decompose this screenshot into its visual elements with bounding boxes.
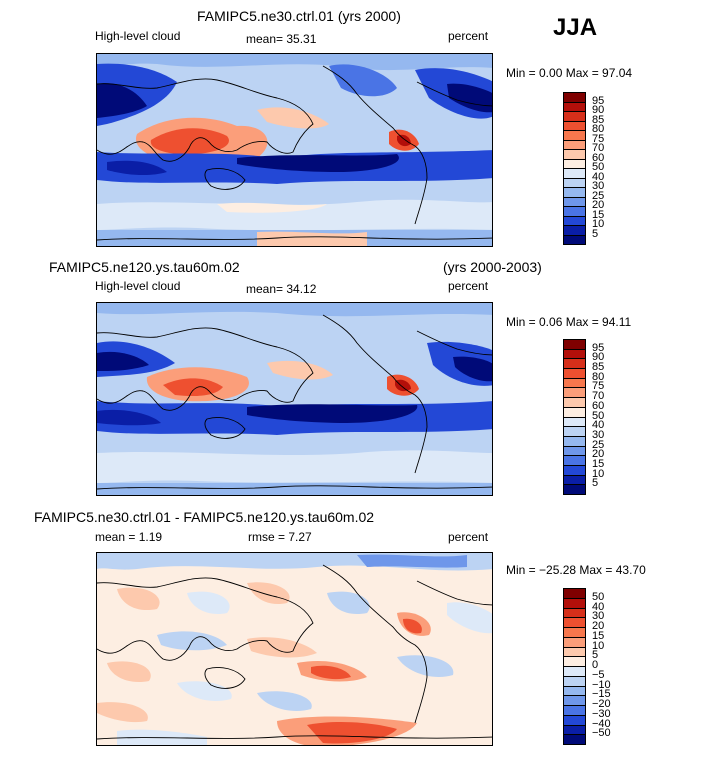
colorbar-swatch bbox=[563, 734, 586, 745]
colorbar-swatch bbox=[563, 484, 586, 495]
panel-3-field bbox=[97, 553, 492, 745]
colorbar-tick-label: 20 bbox=[592, 620, 605, 632]
colorbar-tick-label: 25 bbox=[592, 189, 605, 202]
colorbar-tick-label: 10 bbox=[592, 218, 605, 230]
panel-2-units: percent bbox=[448, 279, 489, 293]
colorbar-tick-label: 60 bbox=[592, 399, 605, 412]
colorbar-tick-label: −5 bbox=[592, 668, 605, 681]
colorbar-tick-label: 85 bbox=[592, 113, 605, 126]
panel-3-rmse: rmse = 7.27 bbox=[248, 530, 312, 544]
panel-2-mean: mean= 34.12 bbox=[246, 282, 317, 296]
colorbar-tick-label: 15 bbox=[592, 629, 605, 642]
panel-2-minmax: Min = 0.06 Max = 94.11 bbox=[506, 315, 632, 329]
colorbar-tick-label: 25 bbox=[592, 438, 605, 451]
season-label: JJA bbox=[553, 14, 598, 41]
colorbar-tick-label: 90 bbox=[592, 351, 605, 364]
panel-1-title: FAMIPC5.ne30.ctrl.01 (yrs 2000) bbox=[197, 8, 401, 24]
colorbar-tick-label: 15 bbox=[592, 457, 605, 470]
colorbar-tick-label: 75 bbox=[592, 132, 605, 145]
panel-3-minmax: Min = −25.28 Max = 43.70 bbox=[506, 563, 646, 577]
colorbar-tick-label: 70 bbox=[592, 142, 605, 154]
colorbar-tick-label: 5 bbox=[592, 649, 599, 662]
colorbar-tick-label: 10 bbox=[592, 639, 605, 652]
panel-1-variable-label: High-level cloud bbox=[95, 29, 181, 43]
colorbar-tick-label: 95 bbox=[592, 341, 605, 354]
colorbar-tick-label: 5 bbox=[592, 477, 599, 490]
panel-1-mean: mean= 35.31 bbox=[246, 32, 317, 46]
panel-3-colorbar: 50 40 30 20 15 10 5 0 −5 −10 −15 −20 −30 −40 −50 bbox=[563, 588, 611, 745]
panel-3-title: FAMIPC5.ne30.ctrl.01 - FAMIPC5.ne120.ys.… bbox=[34, 509, 375, 525]
colorbar-tick-label: 30 bbox=[592, 180, 605, 192]
colorbar-tick-label: 50 bbox=[592, 161, 605, 173]
panel-1-minmax: Min = 0.00 Max = 97.04 bbox=[506, 66, 633, 80]
panel-2-map bbox=[96, 302, 493, 496]
colorbar-tick-label: 10 bbox=[592, 467, 605, 480]
colorbar-tick-label: 90 bbox=[592, 104, 605, 116]
panel-3-units: percent bbox=[448, 530, 489, 544]
colorbar-tick-label: 75 bbox=[592, 380, 605, 393]
panel-2-colorbar: 95 90 85 80 75 70 60 50 40 30 25 20 15 10 5 bbox=[563, 339, 604, 495]
panel-2-title: FAMIPC5.ne120.ys.tau60m.02 bbox=[49, 259, 240, 275]
panel-1-colorbar: 95 90 85 80 75 70 60 50 40 30 25 20 15 10 5 bbox=[563, 92, 604, 245]
colorbar-tick-label: 40 bbox=[592, 170, 605, 183]
colorbar-tick-label: 60 bbox=[592, 151, 605, 164]
colorbar-tick-label: 95 bbox=[592, 94, 605, 107]
panel-3-map bbox=[96, 552, 493, 746]
colorbar-tick-label: 20 bbox=[592, 199, 605, 211]
colorbar-tick-label: 70 bbox=[592, 390, 605, 403]
colorbar-tick-label: −40 bbox=[592, 717, 611, 730]
panel-2-variable-label: High-level cloud bbox=[95, 279, 181, 293]
colorbar-tick-label: 80 bbox=[592, 123, 605, 135]
colorbar-tick-label: 85 bbox=[592, 361, 605, 374]
colorbar-tick-label: 50 bbox=[592, 590, 605, 603]
colorbar-tick-label: 0 bbox=[592, 659, 599, 671]
panel-1-map bbox=[96, 53, 493, 247]
colorbar-tick-label: 80 bbox=[592, 370, 605, 383]
colorbar-tick-label: −20 bbox=[592, 698, 611, 710]
colorbar-tick-label: 30 bbox=[592, 610, 605, 623]
colorbar-swatch bbox=[563, 234, 586, 245]
panel-2-field bbox=[97, 303, 492, 495]
colorbar-tick-label: 15 bbox=[592, 208, 605, 221]
panel-1-units: percent bbox=[448, 29, 489, 43]
colorbar-tick-label: 40 bbox=[592, 419, 605, 432]
colorbar-tick-label: 30 bbox=[592, 428, 605, 441]
colorbar-tick-label: −50 bbox=[592, 727, 611, 740]
colorbar-tick-label: 20 bbox=[592, 448, 605, 461]
colorbar-tick-label: −15 bbox=[592, 688, 611, 701]
colorbar-tick-label: 5 bbox=[592, 227, 599, 240]
panel-2-years: (yrs 2000-2003) bbox=[443, 259, 542, 275]
panel-1-field bbox=[97, 54, 492, 246]
colorbar-tick-label: −30 bbox=[592, 707, 611, 720]
colorbar-tick-label: 50 bbox=[592, 409, 605, 422]
colorbar-tick-label: 40 bbox=[592, 600, 605, 613]
colorbar-tick-label: −10 bbox=[592, 678, 611, 691]
panel-3-mean: mean = 1.19 bbox=[95, 530, 163, 544]
